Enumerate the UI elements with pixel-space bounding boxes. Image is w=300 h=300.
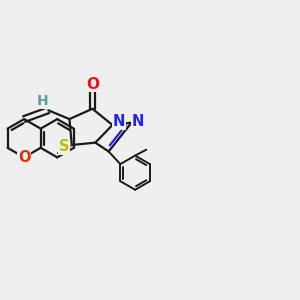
Text: N: N: [132, 114, 144, 129]
Text: N: N: [113, 114, 125, 129]
Text: S: S: [59, 139, 70, 154]
Text: H: H: [37, 94, 49, 108]
Text: O: O: [86, 76, 99, 92]
Text: O: O: [18, 150, 30, 165]
